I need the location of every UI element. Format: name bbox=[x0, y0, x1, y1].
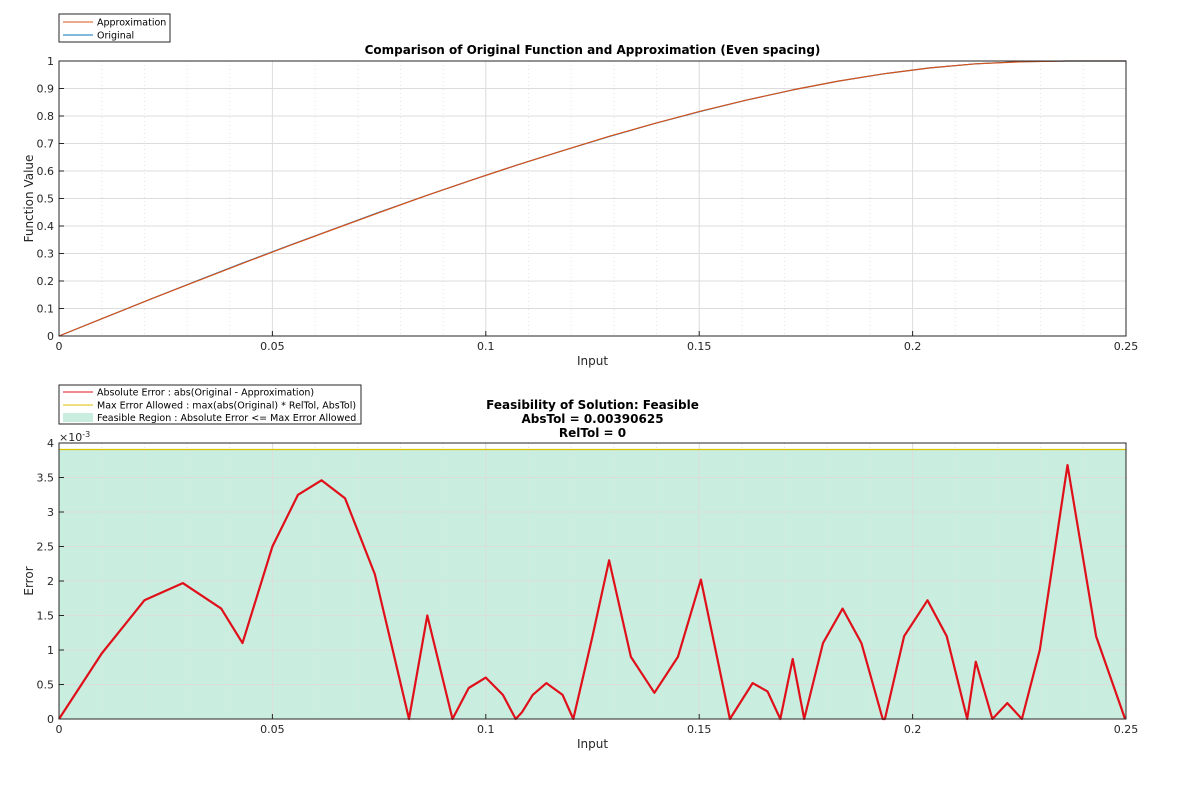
x-tick-label: 0.25 bbox=[1114, 723, 1139, 736]
legend-swatch-feasible-region bbox=[63, 413, 93, 422]
y-tick-label: 3 bbox=[47, 506, 54, 519]
x-tick-label: 0.15 bbox=[687, 340, 712, 353]
x-tick-label: 0.15 bbox=[687, 723, 712, 736]
top-grid bbox=[58, 60, 1127, 337]
top-chart-title: Comparison of Original Function and Appr… bbox=[365, 43, 821, 57]
y-tick-label: 0.5 bbox=[37, 679, 55, 692]
y-axis-exponent: ×10-3 bbox=[59, 430, 90, 444]
y-tick-label: 0 bbox=[47, 330, 54, 343]
y-tick-label: 0 bbox=[47, 713, 54, 726]
bottom-legend[interactable]: Absolute Error : abs(Original - Approxim… bbox=[58, 384, 362, 425]
bottom-grid bbox=[58, 442, 1127, 720]
y-tick-label: 0.3 bbox=[37, 248, 55, 261]
exponent-base: ×10 bbox=[59, 431, 82, 444]
x-tick-label: 0 bbox=[56, 340, 63, 353]
y-tick-label: 0.1 bbox=[37, 303, 55, 316]
x-tick-label: 0.25 bbox=[1114, 340, 1139, 353]
y-tick-label: 0.9 bbox=[37, 83, 55, 96]
legend-label-absolute-error: Absolute Error : abs(Original - Approxim… bbox=[97, 388, 314, 399]
bottom-subtitle-abstol: AbsTol = 0.00390625 bbox=[521, 412, 663, 426]
x-tick-label: 0.2 bbox=[904, 340, 922, 353]
x-tick-label: 0.1 bbox=[477, 723, 495, 736]
top-series-layer bbox=[58, 60, 1126, 337]
top-plot: 0 0.05 0.1 0.15 0.2 0.25 0 0.1 0.2 0.3 0.4 0.5 0.6 0.… bbox=[22, 13, 1139, 368]
x-tick-label: 0.05 bbox=[260, 723, 285, 736]
y-tick-label: 3.5 bbox=[37, 472, 55, 485]
legend-label-max-error: Max Error Allowed : max(abs(Original) * … bbox=[97, 401, 356, 412]
bottom-plot: 0 0.05 0.1 0.15 0.2 0.25 0 0.5 1 1.5 2 2.5 3 3.5 4 Fea… bbox=[22, 384, 1139, 751]
bottom-series-layer bbox=[58, 448, 1127, 721]
legend-label-original: Original bbox=[97, 31, 134, 42]
y-tick-label: 1 bbox=[47, 55, 54, 68]
bottom-subtitle-reltol: RelTol = 0 bbox=[559, 426, 626, 440]
legend-label-feasible-region: Feasible Region : Absolute Error <= Max … bbox=[97, 413, 356, 424]
bottom-x-axis-label: Input bbox=[577, 737, 608, 751]
x-tick-label: 0 bbox=[56, 723, 63, 736]
top-tick-labels: 0 0.05 0.1 0.15 0.2 0.25 0 0.1 0.2 0.3 0.4 0.5 0.6 0.… bbox=[37, 55, 1139, 353]
series-line-approximation bbox=[58, 60, 1126, 337]
top-legend[interactable]: Approximation Original bbox=[58, 13, 171, 43]
bottom-chart-title: Feasibility of Solution: Feasible bbox=[486, 398, 699, 412]
y-tick-label: 4 bbox=[47, 437, 54, 450]
y-tick-label: 0.7 bbox=[37, 138, 55, 151]
exponent-power: -3 bbox=[82, 430, 90, 439]
top-y-axis-label: Function Value bbox=[22, 155, 36, 243]
y-tick-label: 0.4 bbox=[37, 220, 55, 233]
x-tick-label: 0.1 bbox=[477, 340, 495, 353]
feasible-region-fill bbox=[59, 449, 1126, 719]
y-tick-label: 0.8 bbox=[37, 110, 55, 123]
x-tick-label: 0.05 bbox=[260, 340, 285, 353]
y-tick-label: 2.5 bbox=[37, 541, 55, 554]
bottom-y-axis-label: Error bbox=[22, 566, 36, 595]
top-x-axis-label: Input bbox=[577, 354, 608, 368]
x-tick-label: 0.2 bbox=[904, 723, 922, 736]
y-tick-label: 0.6 bbox=[37, 165, 55, 178]
y-tick-label: 2 bbox=[47, 575, 54, 588]
bottom-legend-box bbox=[58, 384, 362, 425]
bottom-tick-labels: 0 0.05 0.1 0.15 0.2 0.25 0 0.5 1 1.5 2 2.5 3 3.5 4 bbox=[37, 437, 1139, 736]
legend-label-approximation: Approximation bbox=[97, 18, 166, 29]
series-line-absolute-error-abs-original-ap bbox=[58, 464, 1127, 721]
y-tick-label: 0.2 bbox=[37, 275, 55, 288]
y-tick-label: 1.5 bbox=[37, 610, 55, 623]
top-legend-box bbox=[58, 13, 171, 43]
y-tick-label: 1 bbox=[47, 644, 54, 657]
y-tick-label: 0.5 bbox=[37, 193, 55, 206]
